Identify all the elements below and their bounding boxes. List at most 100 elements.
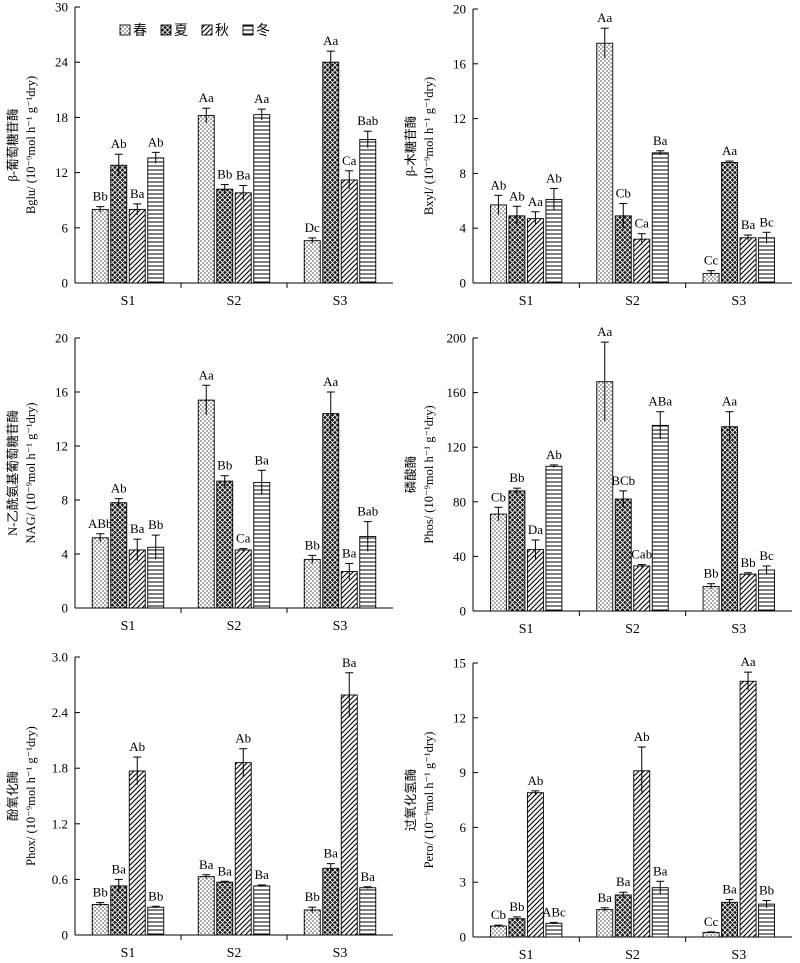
- significance-label: Dc: [305, 220, 320, 235]
- y-axis-title-unit: Phos/ (10⁻⁹mol h⁻¹ g⁻¹dry): [422, 405, 436, 543]
- significance-label: Aa: [199, 367, 214, 382]
- significance-label: Bb: [217, 458, 232, 473]
- significance-label: Ab: [546, 170, 562, 185]
- y-tick-label: 4: [460, 221, 467, 236]
- significance-label: Aa: [597, 10, 612, 25]
- y-tick-label: 40: [453, 549, 466, 564]
- y-tick-label: 0: [460, 930, 467, 945]
- significance-label: Ba: [653, 863, 668, 878]
- significance-label: Ab: [634, 729, 650, 744]
- y-tick-label: 3: [460, 875, 467, 890]
- y-axis-title-unit: NAG/ (10⁻⁹mol h⁻¹ g⁻¹dry): [24, 402, 38, 543]
- y-tick-label: 30: [55, 0, 68, 15]
- significance-label: Ba: [218, 863, 233, 878]
- significance-label: Ab: [111, 481, 127, 496]
- bar: [596, 42, 614, 284]
- bar: [633, 565, 651, 612]
- y-tick-label: 120: [447, 440, 467, 455]
- significance-label: Ba: [255, 867, 270, 882]
- significance-label: Ca: [342, 153, 357, 168]
- bar: [91, 208, 109, 284]
- bar: [147, 906, 165, 936]
- significance-label: Bb: [509, 899, 524, 914]
- significance-label: Cc: [704, 253, 719, 268]
- significance-label: Bc: [759, 214, 774, 229]
- bar: [110, 502, 128, 609]
- bar: [633, 238, 651, 284]
- y-tick-label: 12: [453, 111, 466, 126]
- bar: [721, 901, 739, 938]
- significance-label: Aa: [740, 654, 755, 669]
- significance-label: Bab: [357, 113, 378, 128]
- bar: [110, 885, 128, 936]
- significance-label: Aa: [597, 324, 612, 339]
- y-tick-label: 3.0: [52, 650, 68, 665]
- significance-label: Ba: [130, 186, 145, 201]
- significance-label: Ba: [616, 874, 631, 889]
- y-tick-label: 9: [460, 765, 467, 780]
- legend-label: 夏: [174, 23, 188, 39]
- category-label: S3: [731, 948, 746, 963]
- y-tick-label: 1.2: [52, 816, 68, 831]
- significance-label: Bc: [759, 548, 774, 563]
- significance-label: Aa: [254, 91, 269, 106]
- y-tick-label: 0.6: [52, 872, 69, 887]
- bar: [128, 208, 146, 284]
- bar: [758, 237, 776, 284]
- bar: [197, 115, 215, 284]
- significance-label: Ab: [235, 731, 251, 746]
- bar: [322, 61, 340, 284]
- bar: [739, 237, 757, 284]
- bar: [359, 887, 377, 936]
- bar: [758, 903, 776, 938]
- y-axis-title-cn: 过氧化氢酶: [403, 769, 418, 832]
- significance-label: Cab: [631, 547, 652, 562]
- significance-label: Cb: [491, 907, 506, 922]
- bar: [702, 585, 720, 612]
- bar: [322, 867, 340, 936]
- legend-swatch: [242, 24, 254, 36]
- significance-label: Ab: [490, 177, 506, 192]
- y-tick-label: 0: [460, 604, 467, 619]
- y-tick-label: 6: [460, 820, 467, 835]
- y-tick-label: 0: [62, 601, 69, 616]
- y-tick-label: 16: [55, 385, 69, 400]
- bar: [147, 157, 165, 284]
- bar: [322, 413, 340, 609]
- significance-label: Aa: [722, 394, 737, 409]
- y-axis-title-cn: β-木糖苷酶: [403, 116, 418, 177]
- y-axis-title-unit: Bxyl/ (10⁻⁹mol h⁻¹ g⁻¹dry): [422, 77, 436, 215]
- significance-label: Aa: [722, 143, 737, 158]
- category-label: S2: [625, 294, 640, 309]
- bar: [651, 424, 669, 612]
- bar: [758, 569, 776, 612]
- significance-label: Bb: [148, 517, 163, 532]
- significance-label: Aa: [528, 194, 543, 209]
- category-label: S3: [333, 946, 348, 961]
- bar: [303, 558, 321, 609]
- significance-label: Cb: [491, 489, 506, 504]
- y-tick-label: 12: [55, 439, 68, 454]
- category-label: S1: [121, 946, 136, 961]
- significance-label: Bb: [703, 566, 718, 581]
- significance-label: Aa: [323, 374, 338, 389]
- legend-label: 冬: [256, 23, 270, 39]
- y-tick-label: 1.8: [52, 761, 68, 776]
- significance-label: Ab: [129, 739, 145, 754]
- category-label: S2: [227, 294, 242, 309]
- bar: [303, 240, 321, 284]
- significance-label: Ba: [255, 452, 270, 467]
- significance-label: Cb: [616, 186, 631, 201]
- bar: [197, 399, 215, 609]
- y-tick-label: 0: [62, 276, 69, 291]
- chart-panel: 04080120160200S1CbBbDaAbS2AaBCbCabABaS3B…: [403, 324, 792, 637]
- bar: [739, 573, 757, 612]
- significance-label: Ca: [236, 531, 251, 546]
- y-tick-label: 6: [62, 220, 69, 235]
- significance-label: Ba: [342, 545, 357, 560]
- bar: [614, 894, 632, 938]
- significance-label: Ab: [527, 773, 543, 788]
- bar: [721, 426, 739, 612]
- bar: [91, 903, 109, 936]
